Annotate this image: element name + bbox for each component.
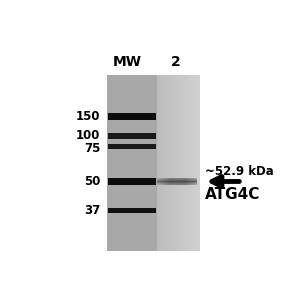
Text: 150: 150 bbox=[76, 110, 100, 123]
Bar bbox=[163, 75, 164, 251]
Text: ATG4C: ATG4C bbox=[205, 187, 260, 202]
Bar bbox=[199, 75, 200, 251]
Bar bbox=[184, 178, 185, 185]
Bar bbox=[170, 75, 171, 251]
Text: 37: 37 bbox=[84, 204, 100, 217]
Bar bbox=[192, 75, 193, 251]
Text: 50: 50 bbox=[84, 175, 100, 188]
Bar bbox=[192, 178, 193, 185]
Bar bbox=[179, 75, 180, 251]
Bar bbox=[191, 75, 192, 251]
Bar bbox=[169, 75, 170, 251]
Bar bbox=[169, 178, 170, 185]
Text: MW: MW bbox=[112, 56, 142, 70]
Bar bbox=[180, 75, 181, 251]
Bar bbox=[160, 178, 161, 185]
Bar bbox=[176, 75, 177, 251]
Bar bbox=[187, 178, 188, 185]
Bar bbox=[159, 178, 160, 185]
Bar bbox=[185, 178, 186, 185]
Bar bbox=[194, 178, 195, 185]
Text: ~52.9 kDa: ~52.9 kDa bbox=[205, 165, 274, 178]
Bar bbox=[107, 75, 158, 251]
Bar bbox=[174, 178, 175, 185]
Bar bbox=[164, 75, 165, 251]
Bar bbox=[108, 113, 156, 120]
Text: 100: 100 bbox=[76, 129, 100, 142]
Bar bbox=[181, 75, 182, 251]
Bar bbox=[178, 178, 179, 185]
Bar bbox=[184, 75, 185, 251]
Bar bbox=[168, 178, 169, 185]
Bar bbox=[108, 144, 156, 149]
Bar bbox=[193, 75, 194, 251]
Bar bbox=[195, 178, 196, 185]
Bar bbox=[158, 178, 159, 185]
Bar bbox=[174, 75, 175, 251]
Bar bbox=[163, 178, 164, 185]
Bar bbox=[183, 75, 184, 251]
Bar bbox=[168, 75, 169, 251]
Bar bbox=[161, 178, 162, 185]
Bar bbox=[161, 75, 162, 251]
Bar bbox=[162, 75, 163, 251]
Bar bbox=[197, 75, 198, 251]
Text: 2: 2 bbox=[171, 56, 181, 70]
Bar bbox=[165, 178, 166, 185]
Bar bbox=[183, 178, 184, 185]
Bar bbox=[108, 178, 156, 185]
Bar bbox=[188, 75, 189, 251]
Bar bbox=[165, 75, 166, 251]
Bar bbox=[167, 75, 168, 251]
Bar bbox=[164, 178, 165, 185]
Bar bbox=[169, 75, 170, 251]
Bar bbox=[158, 75, 159, 251]
Bar bbox=[159, 75, 160, 251]
Bar bbox=[171, 178, 172, 185]
Bar bbox=[162, 178, 163, 185]
Bar bbox=[157, 178, 158, 185]
Bar bbox=[190, 75, 191, 251]
Bar bbox=[178, 75, 179, 251]
Bar bbox=[182, 75, 183, 251]
Bar bbox=[196, 178, 197, 185]
Bar bbox=[186, 178, 187, 185]
Bar bbox=[188, 178, 189, 185]
Bar bbox=[182, 178, 183, 185]
Bar bbox=[172, 178, 173, 185]
Bar bbox=[189, 178, 190, 185]
Bar bbox=[166, 75, 167, 251]
Bar bbox=[175, 75, 176, 251]
Bar bbox=[187, 75, 188, 251]
Bar bbox=[166, 178, 167, 185]
Bar bbox=[160, 75, 161, 251]
Bar bbox=[176, 178, 177, 185]
Bar bbox=[172, 75, 173, 251]
Bar bbox=[198, 75, 199, 251]
Text: 75: 75 bbox=[84, 142, 100, 154]
Bar bbox=[173, 178, 174, 185]
Bar bbox=[177, 75, 178, 251]
Bar bbox=[189, 75, 190, 251]
Bar bbox=[177, 178, 178, 185]
Bar bbox=[194, 75, 195, 251]
Bar bbox=[108, 133, 156, 139]
Bar bbox=[195, 75, 196, 251]
Bar bbox=[196, 75, 197, 251]
Bar bbox=[180, 178, 181, 185]
Bar bbox=[186, 75, 187, 251]
Bar bbox=[170, 178, 171, 185]
Bar bbox=[175, 178, 176, 185]
Bar bbox=[171, 75, 172, 251]
Bar bbox=[108, 208, 156, 213]
Bar bbox=[167, 178, 168, 185]
Bar bbox=[191, 178, 192, 185]
Bar bbox=[181, 178, 182, 185]
Bar bbox=[193, 178, 194, 185]
Bar bbox=[179, 178, 180, 185]
Bar bbox=[185, 75, 186, 251]
Bar bbox=[190, 178, 191, 185]
Bar bbox=[173, 75, 174, 251]
